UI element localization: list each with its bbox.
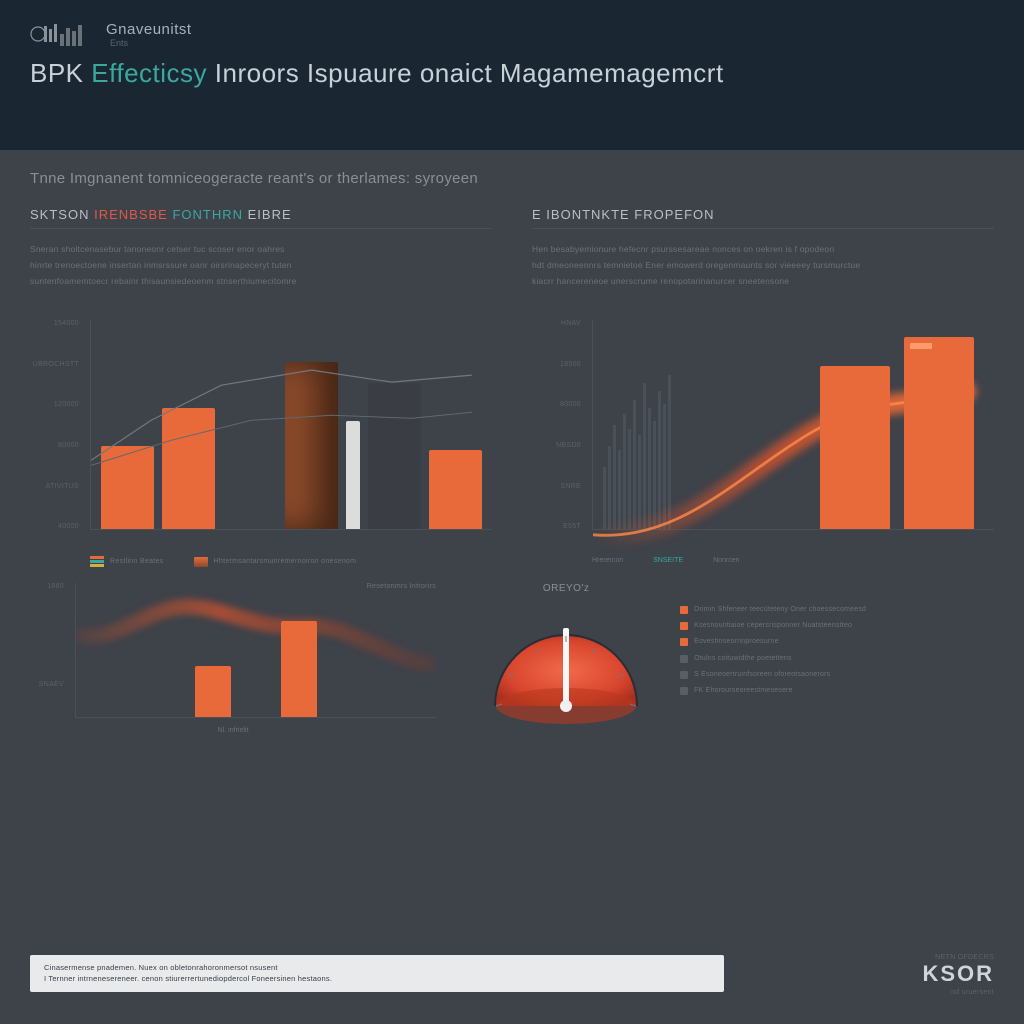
right-column: E IBONTNKTE FROPEFON Hen besabyemionure … xyxy=(532,207,994,290)
brand-sublabel-bottom: nd uruersent xyxy=(922,989,994,996)
body: Tnne Imgnanent tomniceogeracte reant's o… xyxy=(0,150,1024,773)
left-bar-chart: 154000UBROCHSTT12000080000ATIVITUS40000 xyxy=(30,320,492,550)
legend-swatch-multi xyxy=(90,556,104,567)
legend-item-1: Restlinn Beates xyxy=(90,556,164,567)
page-title: BPK Effecticsy Inroors Ispuaure onaict M… xyxy=(30,58,994,89)
logo-sublabel: Ents xyxy=(110,38,192,48)
footer-line-2: I Ternner intrnenesereneer. cenon stiure… xyxy=(44,974,710,985)
left-chart-panel: 154000UBROCHSTT12000080000ATIVITUS40000 … xyxy=(30,300,492,567)
gauge: OREYO'z xyxy=(466,583,666,753)
right-body-2: hdt dmeoneennrs temnietoe Ener emowerd o… xyxy=(532,259,994,272)
left-chart-yaxis: 154000UBROCHSTT12000080000ATIVITUS40000 xyxy=(30,320,85,550)
legend-label-1: Restlinn Beates xyxy=(110,558,164,565)
right-bar-chart: HNAV1850080000NBSD0SNREE55T xyxy=(532,320,994,550)
left-column: SKTSON IRENBSBE FONTHRN EIBRE Sneran sho… xyxy=(30,207,492,290)
brand-logo: KSOR xyxy=(922,961,994,987)
brand-block: NETN OFDECRS KSOR nd uruersent xyxy=(922,952,994,996)
right-body-1: Hen besabyemionure hefecnr psurssesareae… xyxy=(532,243,994,256)
footer-line-1: Cinasermense pnademen. Nuex on obletonra… xyxy=(44,963,710,974)
logo-text-block: Gnaveunitst Ents xyxy=(106,21,192,48)
mini-chart-bars xyxy=(76,583,436,717)
left-body-1: Sneran sholtcenasebur tanoneonr cetser t… xyxy=(30,243,492,256)
gauge-svg xyxy=(466,596,666,756)
footer-note: Cinasermense pnademen. Nuex on obletonra… xyxy=(30,955,724,992)
mini-chart-top-label: Resetonmrs Introrirs xyxy=(367,575,436,593)
left-body-2: hinrte trenoectoene insertan inmsrssure … xyxy=(30,259,492,272)
legend-swatch-2 xyxy=(194,557,208,567)
left-body-3: suntenfoamemtoecr rebainr thisaunsiedeoe… xyxy=(30,275,492,288)
gauge-legend: Drimin Shfeneer teecüteteny Oner choesse… xyxy=(680,583,994,753)
mini-chart-yaxis: 1880SNAEV xyxy=(30,583,70,718)
gauge-title: OREYO'z xyxy=(466,583,666,594)
right-chart-plot xyxy=(592,320,994,530)
left-section-title: SKTSON IRENBSBE FONTHRN EIBRE xyxy=(30,207,492,229)
right-chart-panel: HNAV1850080000NBSD0SNREE55T Hrerercon SN… xyxy=(532,300,994,567)
subtitle: Tnne Imgnanent tomniceogeracte reant's o… xyxy=(30,170,994,187)
right-body-3: kiacrr hancereneoe unerscrume renopotari… xyxy=(532,275,994,288)
logo-row: Gnaveunitst Ents xyxy=(30,20,994,48)
right-chart-bars xyxy=(593,320,994,529)
left-chart-legend: Restlinn Beates Hhtermsantarsmunremernoi… xyxy=(30,556,492,567)
mini-bar-chart: 1880SNAEV Nl. infrielit Resetonmrs Intro… xyxy=(30,583,436,738)
mini-chart-plot xyxy=(75,583,436,718)
mini-chart-xlabel: Nl. infrielit xyxy=(218,727,249,734)
logo-label: Gnaveunitst xyxy=(106,21,192,38)
brand-sublabel-top: NETN OFDECRS xyxy=(922,954,994,961)
legend-item-2: Hhtermsantarsmunremernoiron onesenom xyxy=(194,557,357,567)
lower-row: 1880SNAEV Nl. infrielit Resetonmrs Intro… xyxy=(30,583,994,753)
logo-icon xyxy=(30,20,86,48)
right-chart-sublabels: Hrerercon SNSEITE Nonrcen xyxy=(532,554,994,564)
two-column-text: SKTSON IRENBSBE FONTHRN EIBRE Sneran sho… xyxy=(30,207,994,290)
header: Gnaveunitst Ents BPK Effecticsy Inroors … xyxy=(0,0,1024,150)
right-section-title: E IBONTNKTE FROPEFON xyxy=(532,207,994,229)
right-chart-yaxis: HNAV1850080000NBSD0SNREE55T xyxy=(532,320,587,550)
left-chart-plot xyxy=(90,320,492,530)
main-charts-row: 154000UBROCHSTT12000080000ATIVITUS40000 … xyxy=(30,300,994,567)
left-chart-bars xyxy=(91,320,492,529)
legend-label-2: Hhtermsantarsmunremernoiron onesenom xyxy=(214,558,357,565)
gauge-panel: OREYO'z Drimin Shfeneer teecüteteny Oner… xyxy=(466,583,994,753)
